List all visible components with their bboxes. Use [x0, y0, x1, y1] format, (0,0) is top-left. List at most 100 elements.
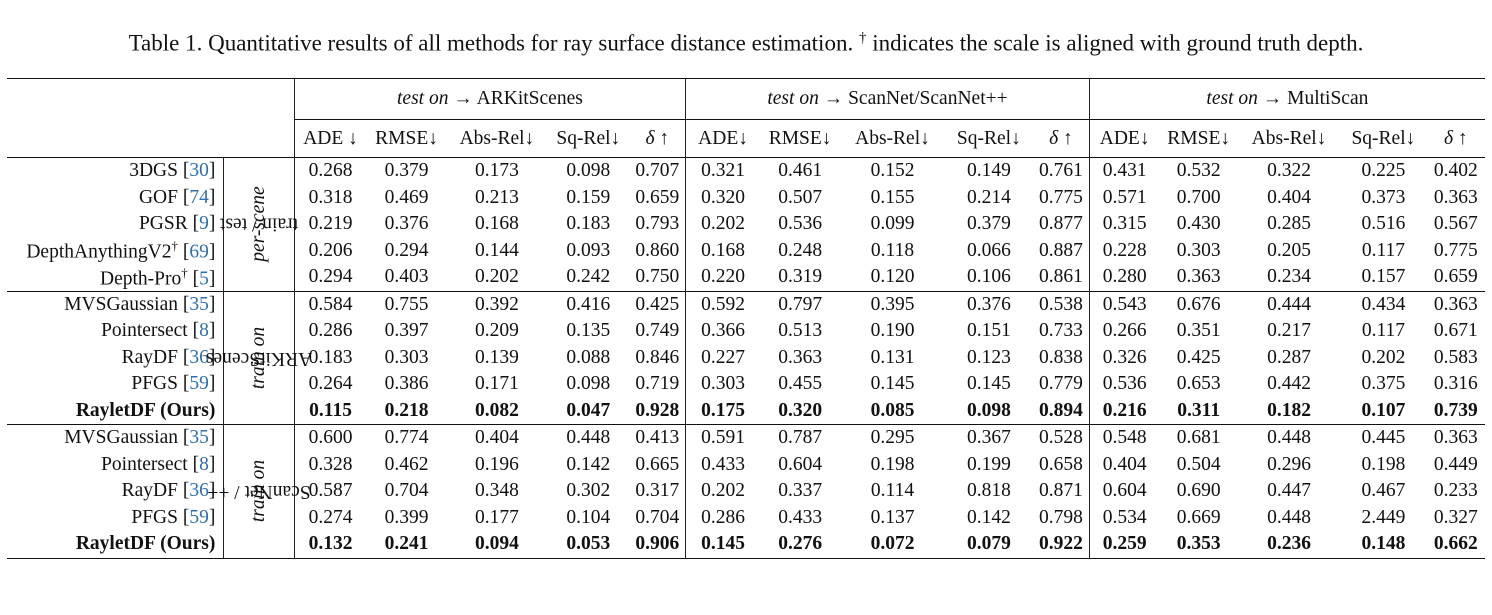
metric-value: 0.445 [1340, 424, 1427, 452]
citation-link[interactable]: 5 [199, 268, 209, 289]
metric-value: 0.571 [1088, 184, 1160, 211]
metric-value: 0.205 [1267, 239, 1311, 261]
table-row: RayDF [36] 0.183 0.303 0.139 0.088 0.846 0.227… [7, 344, 1485, 371]
metric-value: 0.123 [966, 346, 1011, 368]
metric-value: 0.145 [870, 373, 915, 395]
metric-value: 0.793 [635, 213, 680, 235]
metric-value: 0.202 [475, 266, 519, 288]
metric-value: 0.504 [1176, 453, 1221, 475]
metric-value: 0.202 [685, 211, 760, 238]
citation-link[interactable]: 59 [189, 373, 209, 395]
metric-value: 0.704 [635, 506, 680, 528]
table-row: MVSGaussian [35] train on ARKitScenes 0.584… [7, 290, 1485, 425]
metric-value: 0.403 [384, 266, 429, 288]
metric-value: 0.228 [1088, 237, 1160, 264]
citation-link[interactable]: 9 [199, 213, 209, 235]
metric-value: 0.513 [778, 320, 823, 342]
metric-value: 0.319 [778, 266, 823, 288]
metric-value: 0.591 [685, 424, 760, 452]
citation-link[interactable]: 8 [199, 453, 209, 475]
metric-value: 0.139 [475, 346, 519, 368]
metric-value: 0.171 [475, 373, 519, 395]
metric-value: 0.317 [635, 480, 680, 502]
metric-value: 0.182 [1267, 399, 1311, 421]
metric-value: 0.183 [566, 213, 611, 235]
metric-value: 0.353 [1159, 531, 1238, 559]
metric-value: 0.151 [966, 320, 1011, 342]
metric-value: 0.543 [1088, 290, 1160, 318]
metric-value: 0.099 [870, 213, 915, 235]
metric-value: 0.173 [446, 157, 548, 185]
citation-link[interactable]: 74 [189, 186, 209, 208]
citation-link[interactable]: 69 [189, 241, 209, 263]
metric-value: 0.534 [1088, 504, 1160, 531]
results-table: test on → ARKitScenes test on → ScanNet/… [7, 78, 1485, 559]
metric-value: 0.376 [944, 290, 1034, 318]
citation-link[interactable]: 35 [189, 427, 209, 449]
metric-value: 0.318 [293, 184, 367, 211]
metric-value: 0.653 [1176, 373, 1221, 395]
metric-value: 0.448 [1237, 424, 1341, 452]
citation-link[interactable]: 59 [189, 506, 209, 528]
metric-value: 0.386 [384, 373, 429, 395]
metric-value: 0.202 [1361, 346, 1406, 368]
method-label: MVSGaussian [64, 293, 178, 315]
table-row: PGSR [9] 0.219 0.376 0.168 0.183 0.793 0.202 0.… [7, 211, 1485, 238]
metric-value: 0.690 [1176, 480, 1221, 502]
metric-value: 0.431 [1088, 157, 1160, 185]
metric-value: 0.787 [759, 424, 841, 452]
metric-value: 0.587 [293, 478, 367, 505]
metric-value: 0.088 [566, 346, 611, 368]
metric-value: 0.131 [870, 346, 915, 368]
metric-value: 0.225 [1340, 157, 1427, 185]
metric-value: 0.242 [566, 266, 611, 288]
method-label: MVSGaussian [64, 427, 178, 449]
citation-link[interactable]: 30 [189, 160, 209, 182]
metric-value: 0.413 [629, 424, 686, 452]
metric-value: 0.079 [944, 531, 1034, 559]
metric-header: ADE ↓ [293, 119, 367, 158]
citation-link[interactable]: 36 [189, 346, 209, 368]
metric-value: 0.082 [475, 399, 519, 421]
header-row-metrics: ADE ↓ RMSE↓ Abs-Rel↓ Sq-Rel↓ δ ↑ ADE↓ RM… [7, 119, 1485, 158]
metric-value: 0.085 [870, 399, 915, 421]
metric-value: 0.928 [635, 399, 680, 421]
citation-link[interactable]: 8 [199, 320, 209, 342]
table-row: RayletDF (Ours) 0.132 0.241 0.094 0.053 0.906… [7, 531, 1485, 559]
arrow-glyph: → [823, 88, 844, 109]
metric-value: 0.739 [1433, 399, 1478, 421]
metric-header: δ ↑ [1033, 119, 1090, 158]
metric-value: 0.707 [629, 157, 686, 185]
metric-value: 0.363 [1426, 424, 1485, 452]
dagger-mark: † [181, 264, 188, 280]
method-name: RayletDF (Ours) [7, 531, 224, 559]
metric-value: 0.259 [1088, 531, 1160, 559]
metric-value: 0.536 [1088, 371, 1160, 398]
metric-value: 0.142 [566, 453, 611, 475]
test-on-label: test on [767, 88, 819, 109]
metric-value: 0.302 [566, 480, 611, 502]
metric-value: 0.532 [1159, 157, 1238, 185]
citation-link[interactable]: 35 [189, 293, 209, 315]
metric-value: 0.665 [635, 453, 680, 475]
method-label: Pointersect [101, 320, 188, 342]
group-label-line2: ScanNet / ++ [207, 481, 311, 503]
metric-value: 0.516 [1361, 213, 1406, 235]
metric-value: 0.280 [1088, 264, 1160, 291]
metric-value: 0.286 [685, 504, 760, 531]
metric-value: 0.379 [366, 157, 447, 185]
metric-value: 0.528 [1033, 424, 1090, 452]
method-name: RayDF [36] [121, 346, 216, 368]
method-label: 3DGS [129, 160, 178, 182]
metric-value: 0.448 [1267, 506, 1311, 528]
metric-value: 0.469 [384, 186, 429, 208]
metric-value: 0.375 [1361, 373, 1406, 395]
metric-value: 0.142 [966, 506, 1011, 528]
metric-value: 0.846 [635, 346, 680, 368]
metric-value: 0.177 [475, 506, 519, 528]
method-name: 3DGS [30] [7, 157, 224, 185]
metric-value: 0.157 [1361, 266, 1406, 288]
method-name: GOF [74] [138, 186, 216, 208]
metric-value: 0.416 [547, 290, 630, 318]
citation-link[interactable]: 36 [189, 480, 209, 502]
